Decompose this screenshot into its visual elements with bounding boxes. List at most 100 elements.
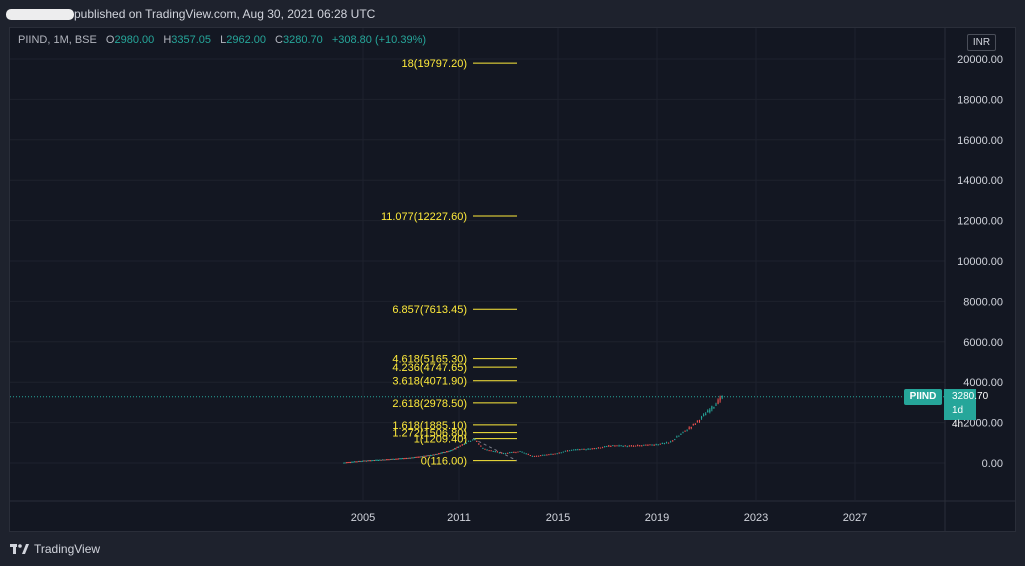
publish-header: published on TradingView.com, Aug 30, 20… <box>0 0 1025 28</box>
candle-body <box>566 450 569 452</box>
candle-body <box>461 444 463 446</box>
candle-body <box>564 450 567 452</box>
footer-brand[interactable]: TradingView <box>34 542 101 556</box>
candle-body <box>665 442 668 444</box>
candle-body <box>550 453 552 455</box>
candle-body <box>375 459 377 461</box>
currency-button[interactable]: INR <box>967 34 996 51</box>
candle-body <box>680 434 682 436</box>
candle-body <box>427 455 429 457</box>
candle-body <box>456 446 458 448</box>
candle-body <box>403 458 405 460</box>
candle-body <box>400 458 402 460</box>
fib-level-label: 1.618(1885.10) <box>392 420 467 432</box>
candle-body <box>523 452 525 454</box>
legend-symbol[interactable]: PIIND, 1M, BSE <box>18 34 97 46</box>
candle-body <box>686 430 688 432</box>
candle-body <box>401 458 404 460</box>
candle-body <box>519 450 521 452</box>
candle-body <box>554 453 556 455</box>
candle-body <box>531 455 534 457</box>
candle-body <box>620 445 622 447</box>
y-tick-label: 14000.00 <box>957 175 1003 187</box>
legend-open-label: O <box>105 34 115 46</box>
candle-body <box>670 441 672 443</box>
candle-body <box>589 448 591 450</box>
y-tick-label: 20000.00 <box>957 54 1003 66</box>
x-tick-label: 2019 <box>645 512 669 524</box>
candle-body <box>412 457 414 459</box>
fib-level-label: 1(1209.40) <box>414 434 467 446</box>
candle-body <box>538 455 540 457</box>
candle-body <box>498 452 501 454</box>
x-tick-label: 2005 <box>351 512 375 524</box>
last-price-tag: 3280.70 1d 4h <box>944 389 988 430</box>
candle-body <box>371 460 373 462</box>
candle-body <box>515 452 517 454</box>
fib-level-label: 11.077(12227.60) <box>381 211 467 223</box>
y-tick-label: 12000.00 <box>957 216 1003 228</box>
candle-body <box>612 445 614 447</box>
candle-body <box>560 452 562 454</box>
candle-body <box>420 456 422 458</box>
candle-body <box>423 455 425 457</box>
candle-body <box>568 450 571 452</box>
candle-body <box>535 455 538 457</box>
candle-body <box>509 452 511 454</box>
candle-body <box>428 455 430 457</box>
candle-body <box>562 451 564 453</box>
candle-body <box>659 443 661 445</box>
candle-body <box>488 450 490 452</box>
y-tick-label: 2000.00 <box>963 418 1003 430</box>
candle-body <box>593 448 595 450</box>
fib-level-label: 18(19797.20) <box>402 58 467 70</box>
candle-body <box>641 445 643 447</box>
candle-body <box>439 453 441 455</box>
candle-body <box>626 446 628 448</box>
legend-close-label: C <box>275 34 283 46</box>
candle-body <box>496 451 498 453</box>
chart-frame[interactable] <box>9 27 1016 532</box>
candle-body <box>610 445 612 447</box>
candle-body <box>585 449 587 451</box>
legend-change: +308.80 (+10.39%) <box>331 34 427 46</box>
candle-body <box>653 444 655 446</box>
candle-body <box>542 454 544 456</box>
fib-level-label: 1.272(1506.80) <box>392 428 467 440</box>
fib-level-label: 4.236(4747.65) <box>392 362 467 374</box>
candle-body <box>502 453 505 455</box>
candle-body <box>521 451 523 453</box>
candle-body <box>690 426 692 428</box>
candle-body <box>583 448 585 450</box>
candle-body <box>645 444 647 446</box>
candle-body <box>492 450 494 452</box>
candle-body <box>476 440 478 442</box>
candle-body <box>416 456 418 458</box>
candle-body <box>548 454 550 456</box>
candle-body <box>715 404 717 406</box>
candle-body <box>395 458 397 460</box>
legend-high-label: H <box>163 34 172 46</box>
candle-body <box>435 454 437 456</box>
candle-body <box>411 457 413 459</box>
candle-body <box>634 445 637 447</box>
candle-body <box>480 445 482 447</box>
candle-body <box>655 444 657 446</box>
candle-body <box>682 431 684 433</box>
candle-body <box>392 458 394 460</box>
candle-body <box>383 459 385 461</box>
y-tick-label: 18000.00 <box>957 94 1003 106</box>
candle-body <box>448 450 450 452</box>
candle-body <box>343 462 345 464</box>
candle-body <box>359 461 361 463</box>
candle-body <box>573 449 575 451</box>
candle-body <box>517 451 519 453</box>
candle-body <box>647 444 649 446</box>
candle-body <box>667 442 670 444</box>
fib-level-label: 4.618(5165.30) <box>392 354 467 366</box>
candle-body <box>349 462 352 464</box>
candle-body <box>490 450 492 452</box>
symbol-legend: PIIND, 1M, BSE O2980.00 H3357.05 L2962.0… <box>18 34 426 46</box>
candle-body <box>344 462 346 464</box>
